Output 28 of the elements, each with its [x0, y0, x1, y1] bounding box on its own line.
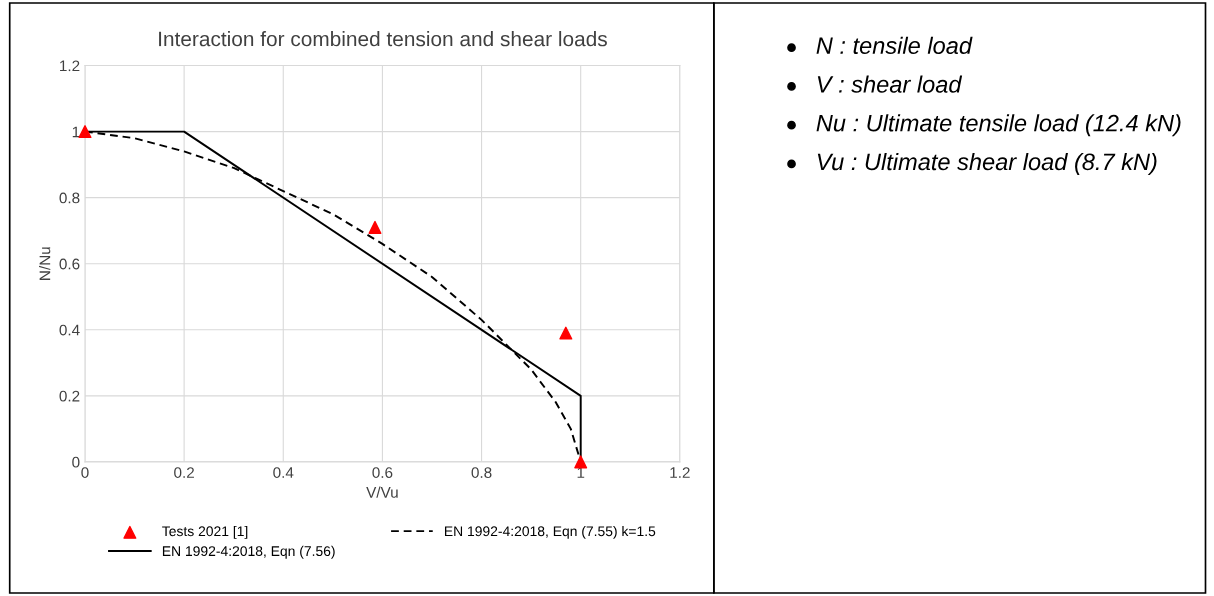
point — [559, 326, 573, 340]
x-axis-title: V/Vu — [366, 486, 398, 498]
chart-title: Interaction for combined tension and shear loads — [159, 31, 607, 47]
y-tick-label: 0.4 — [59, 324, 80, 336]
x-tick-label: 0.4 — [273, 467, 294, 478]
legend-label: EN 1992-4:2018, Eqn (7.55) k=1.5 — [444, 525, 656, 539]
y-tick-label: 0.8 — [59, 192, 80, 204]
x-tick-label: 0.8 — [471, 467, 492, 478]
legend-label: Tests 2021 [1] — [162, 525, 248, 539]
x-tick-label: 0 — [81, 467, 89, 478]
x-tick-label: 0.6 — [372, 467, 393, 478]
y-tick-label: 1.2 — [60, 60, 80, 72]
point — [574, 455, 588, 469]
text: N : tensile load — [816, 36, 973, 55]
x-tick-label: 1 — [577, 467, 585, 478]
point — [368, 220, 382, 234]
text: Nu : Ultimate tensile load (12.4 kN) — [816, 114, 1181, 137]
y-tick-label: 0.6 — [59, 258, 80, 270]
x-tick-label: 0.2 — [174, 467, 194, 478]
x-tick-label: 1.2 — [670, 467, 690, 478]
text: Vu : Ultimate shear load (8.7 kN) — [817, 152, 1157, 175]
y-axis-title: N/Nu — [39, 247, 51, 280]
y-tick-label: 0 — [72, 456, 80, 468]
y-tick-label: 1 — [72, 126, 80, 138]
point — [78, 125, 92, 139]
y-tick-label: 0.2 — [59, 390, 80, 402]
text: V : shear load — [817, 75, 963, 93]
legend-label: EN 1992-4:2018, Eqn (7.56) — [162, 545, 335, 559]
